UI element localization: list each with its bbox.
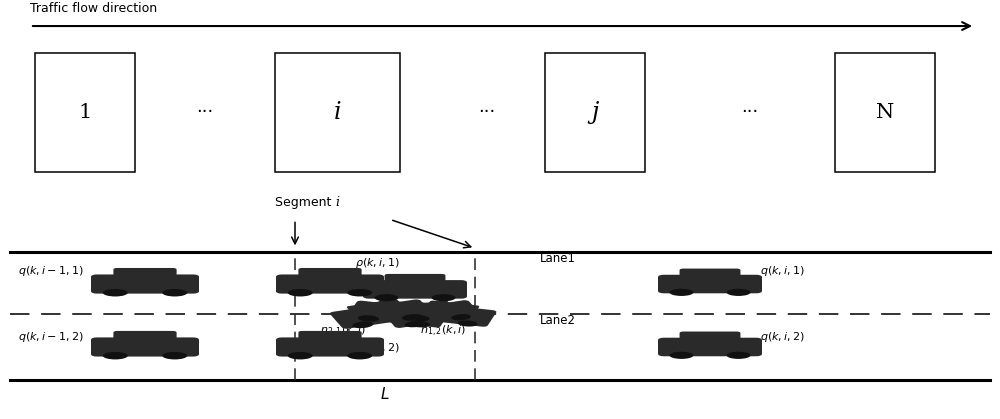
Ellipse shape	[402, 314, 423, 321]
FancyBboxPatch shape	[298, 268, 362, 284]
Text: N: N	[876, 103, 894, 122]
Text: 1: 1	[78, 103, 92, 122]
Text: Lane2: Lane2	[540, 314, 576, 327]
FancyBboxPatch shape	[680, 331, 740, 347]
Ellipse shape	[103, 352, 128, 360]
Ellipse shape	[458, 321, 478, 326]
Ellipse shape	[347, 352, 372, 360]
Ellipse shape	[451, 314, 471, 321]
Ellipse shape	[410, 315, 430, 321]
FancyBboxPatch shape	[383, 300, 480, 328]
FancyBboxPatch shape	[35, 53, 135, 172]
Text: Segment: Segment	[275, 197, 335, 210]
FancyBboxPatch shape	[91, 274, 199, 294]
FancyBboxPatch shape	[113, 268, 177, 284]
FancyBboxPatch shape	[276, 337, 384, 357]
FancyBboxPatch shape	[658, 275, 762, 293]
Ellipse shape	[288, 352, 313, 360]
Ellipse shape	[727, 289, 750, 296]
Text: $L$: $L$	[380, 386, 390, 402]
Text: $n_{2,1}(k,i)$: $n_{2,1}(k,i)$	[320, 324, 366, 339]
Ellipse shape	[670, 352, 693, 359]
FancyBboxPatch shape	[275, 53, 400, 172]
Ellipse shape	[409, 321, 430, 327]
FancyBboxPatch shape	[658, 338, 762, 356]
FancyBboxPatch shape	[347, 301, 450, 328]
Text: $\rho(k,i,2)$: $\rho(k,i,2)$	[355, 341, 400, 355]
FancyBboxPatch shape	[113, 331, 177, 347]
Ellipse shape	[727, 352, 750, 359]
Ellipse shape	[162, 352, 187, 360]
FancyBboxPatch shape	[347, 299, 407, 319]
Text: $q(k,i-1,1)$: $q(k,i-1,1)$	[18, 264, 84, 278]
Text: Lane1: Lane1	[540, 252, 576, 265]
Ellipse shape	[352, 321, 373, 328]
Text: j: j	[591, 101, 599, 124]
FancyBboxPatch shape	[385, 274, 445, 290]
Ellipse shape	[432, 294, 455, 301]
Ellipse shape	[288, 289, 313, 297]
Text: $q(k,i,1)$: $q(k,i,1)$	[760, 264, 805, 278]
FancyBboxPatch shape	[363, 280, 467, 299]
Ellipse shape	[162, 289, 187, 297]
Ellipse shape	[375, 294, 398, 301]
Ellipse shape	[347, 289, 372, 297]
FancyBboxPatch shape	[423, 300, 479, 318]
Ellipse shape	[358, 315, 379, 322]
Text: i: i	[334, 101, 341, 124]
FancyBboxPatch shape	[545, 53, 645, 172]
Text: $q(k,i,2)$: $q(k,i,2)$	[760, 330, 805, 344]
FancyBboxPatch shape	[330, 299, 433, 329]
FancyBboxPatch shape	[400, 301, 496, 327]
Ellipse shape	[670, 289, 693, 296]
FancyBboxPatch shape	[91, 337, 199, 357]
Text: ···: ···	[741, 103, 759, 122]
Text: ···: ···	[196, 103, 214, 122]
FancyBboxPatch shape	[372, 300, 432, 318]
Ellipse shape	[103, 289, 128, 297]
Text: i: i	[335, 197, 339, 210]
FancyBboxPatch shape	[276, 274, 384, 294]
Ellipse shape	[405, 321, 424, 327]
FancyBboxPatch shape	[399, 300, 456, 318]
FancyBboxPatch shape	[298, 331, 362, 347]
Text: Traffic flow direction: Traffic flow direction	[30, 2, 157, 15]
Text: ···: ···	[478, 103, 496, 122]
Text: $\rho(k,i,1)$: $\rho(k,i,1)$	[355, 256, 400, 270]
FancyBboxPatch shape	[835, 53, 935, 172]
Text: $n_{1,2}(k,i)$: $n_{1,2}(k,i)$	[420, 324, 466, 339]
FancyBboxPatch shape	[680, 269, 740, 284]
Text: $q(k,i-1,2)$: $q(k,i-1,2)$	[18, 330, 84, 344]
